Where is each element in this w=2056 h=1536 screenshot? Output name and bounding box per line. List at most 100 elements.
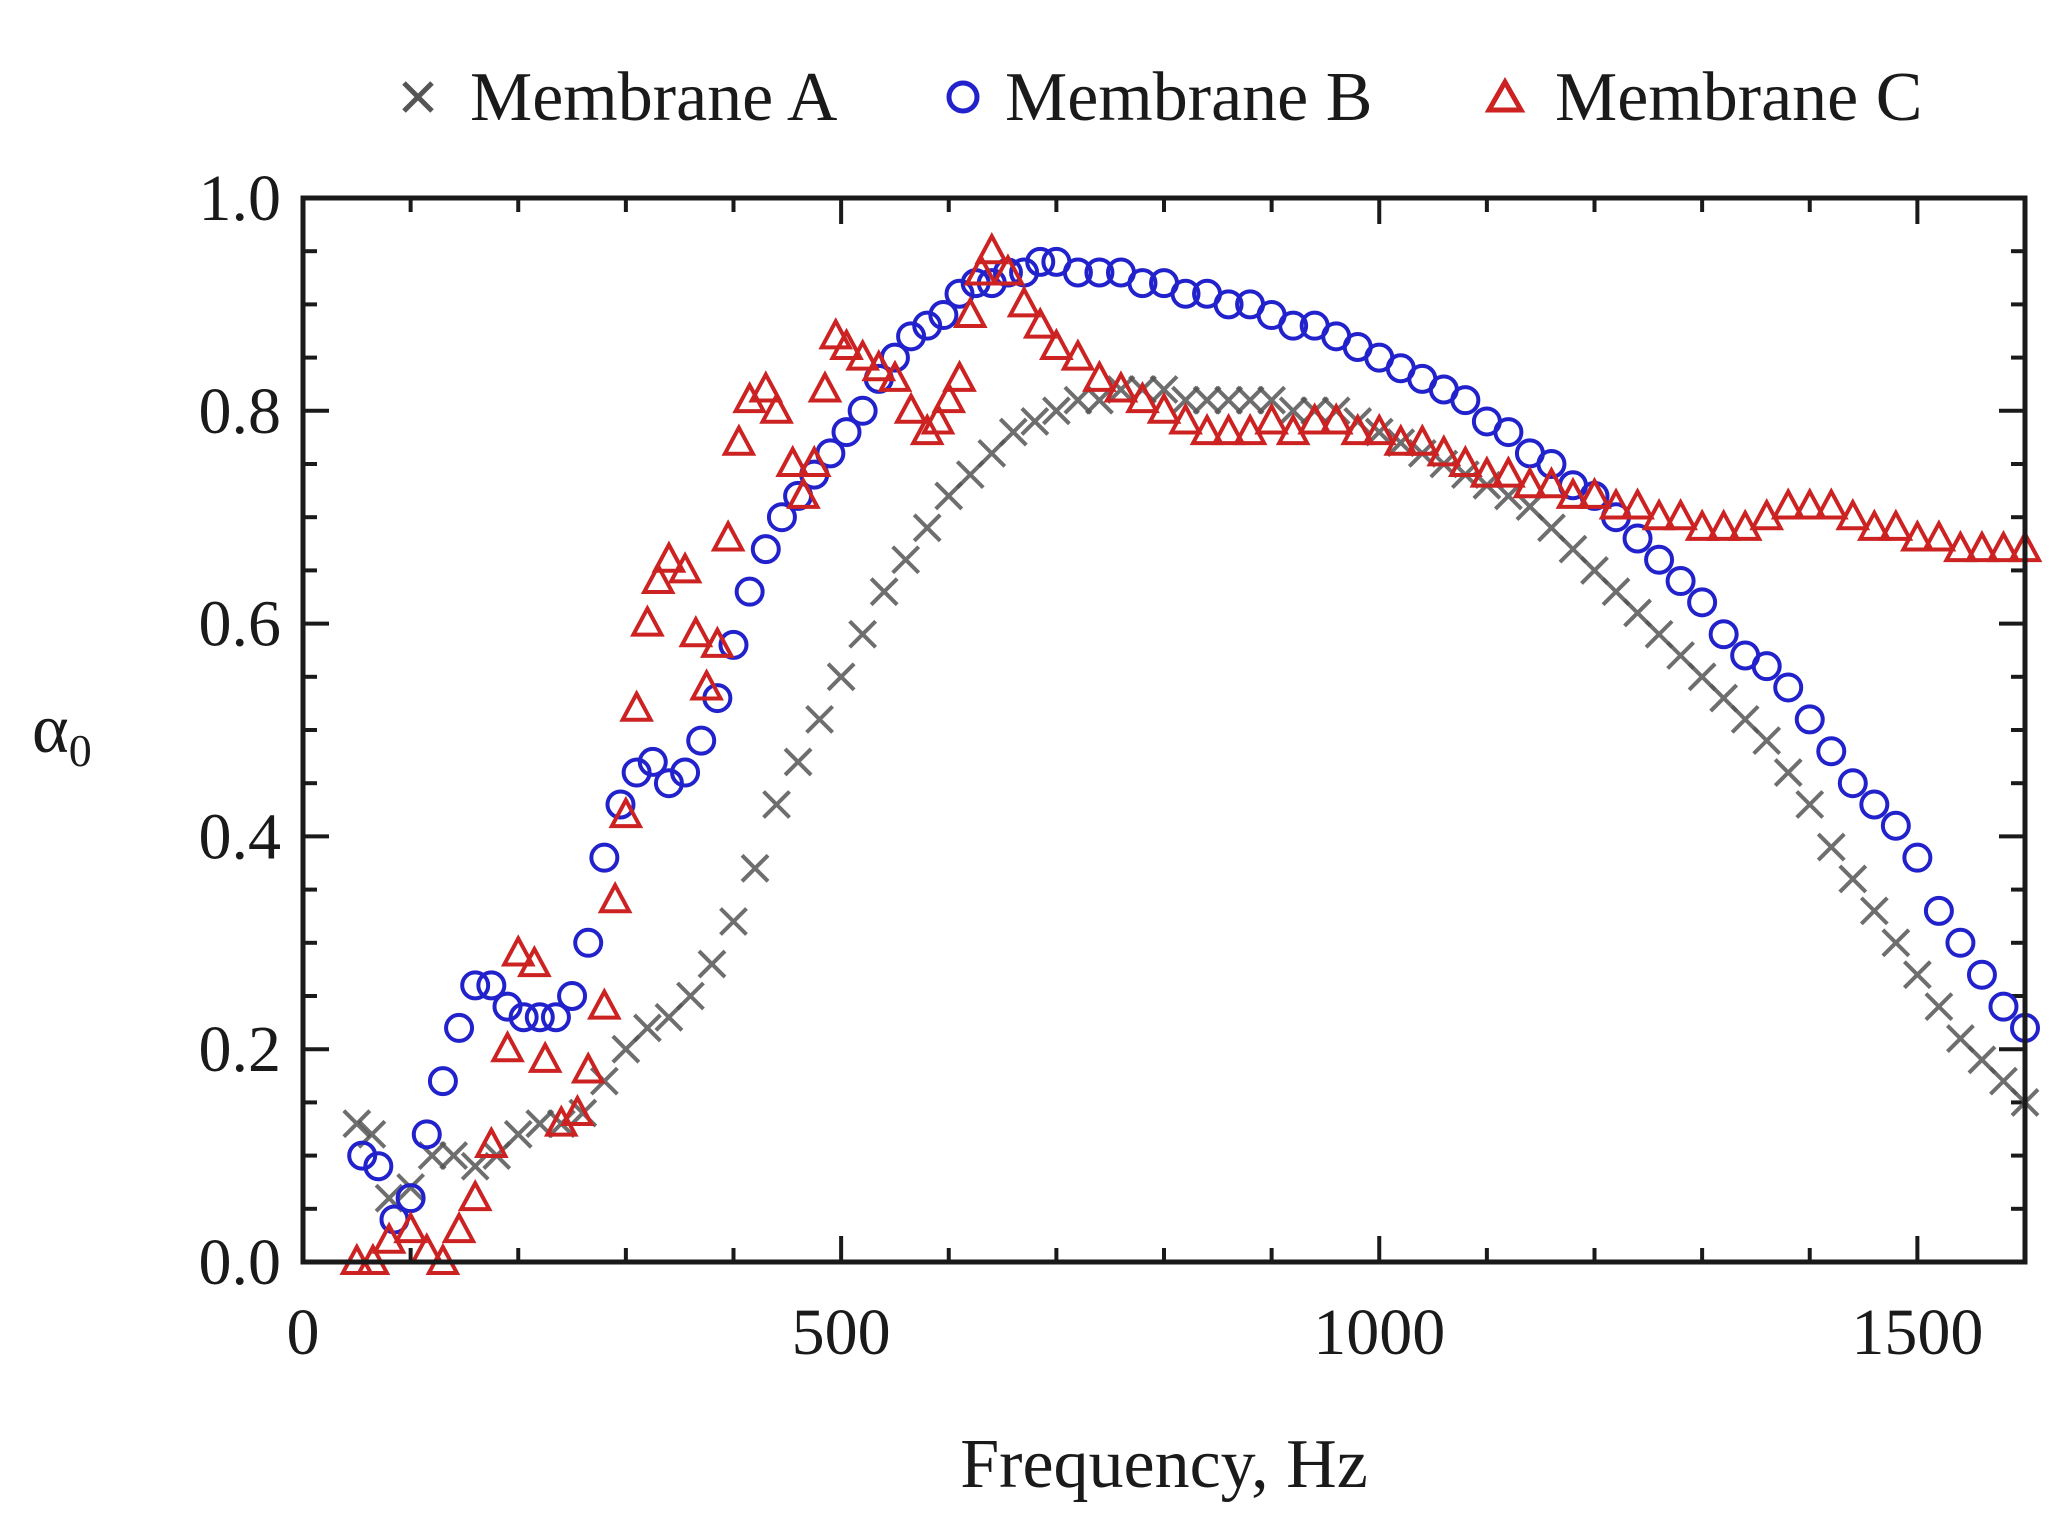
- data-point-b: [1923, 895, 1954, 926]
- data-point-c: [689, 668, 724, 701]
- data-point-a: [503, 1119, 533, 1149]
- y-axis-title-symbol: α: [32, 691, 69, 768]
- data-point-a: [1020, 407, 1050, 436]
- y-tick-label: 0.2: [199, 1013, 282, 1086]
- data-point-c: [640, 561, 676, 595]
- data-point-a: [848, 619, 878, 649]
- y-tick-label: 1.0: [199, 162, 282, 235]
- data-point-b: [1084, 257, 1115, 288]
- data-point-a: [912, 513, 942, 543]
- data-point-a: [783, 747, 813, 777]
- y-tick-label: 0.4: [199, 800, 282, 873]
- data-point-c: [1168, 402, 1203, 435]
- data-point-c: [829, 327, 864, 360]
- y-axis-title-subscript: 0: [69, 725, 92, 776]
- data-point-c: [1006, 285, 1042, 318]
- data-point-c: [1448, 444, 1483, 477]
- data-point-c: [721, 423, 757, 456]
- data-point-b: [1988, 991, 2019, 1022]
- data-point-b: [1902, 842, 1933, 873]
- data-point-c: [700, 625, 735, 658]
- data-point-a: [1773, 758, 1803, 787]
- data-point-b: [476, 970, 507, 1001]
- series-membrane-c: [339, 231, 2043, 1275]
- data-point-c: [861, 349, 897, 382]
- data-point-a: [805, 704, 835, 734]
- data-point-b: [1450, 385, 1481, 416]
- data-point-b: [1816, 736, 1847, 767]
- data-point-b: [1945, 927, 1976, 958]
- data-point-b: [750, 534, 781, 565]
- data-point-c: [1340, 412, 1376, 446]
- x-tick-label: 1500: [1851, 1296, 1983, 1369]
- y-axis-title: α0: [32, 691, 92, 776]
- data-point-c: [587, 987, 622, 1020]
- data-point-b: [1644, 544, 1675, 575]
- data-point-c: [667, 551, 703, 584]
- data-point-c: [1835, 497, 1871, 531]
- data-point-a: [1214, 385, 1243, 415]
- data-point-a: [697, 949, 727, 979]
- data-point-c: [1555, 476, 1591, 509]
- data-point-b: [1278, 310, 1309, 341]
- data-point-b: [1751, 651, 1782, 682]
- data-point-b: [928, 300, 959, 331]
- data-point-a: [1041, 396, 1071, 426]
- data-point-a: [1257, 385, 1287, 415]
- legend-marker-c: [1484, 76, 1526, 113]
- legend-label-b: Membrane B: [1005, 59, 1372, 136]
- data-point-c: [942, 359, 977, 392]
- legend-label-a: Membrane A: [470, 59, 838, 136]
- data-point-b: [1665, 566, 1696, 597]
- data-point-c: [1103, 370, 1139, 403]
- data-point-b: [589, 842, 620, 873]
- svg-text:α0: α0: [32, 691, 92, 776]
- data-point-c: [1211, 412, 1246, 446]
- x-tick-label: 500: [792, 1296, 891, 1369]
- data-point-c: [500, 934, 536, 967]
- data-point-a: [762, 790, 791, 819]
- data-point-c: [393, 1210, 428, 1244]
- data-point-c: [807, 370, 843, 403]
- data-point-c: [1039, 327, 1074, 360]
- data-point-c: [909, 412, 945, 446]
- data-point-c: [1964, 529, 2000, 563]
- data-point-c: [1404, 423, 1440, 456]
- data-point-c: [931, 380, 967, 414]
- data-point-c: [1986, 529, 2021, 563]
- data-point-c: [457, 1178, 493, 1212]
- data-point-a: [1278, 396, 1308, 426]
- data-point-b: [686, 725, 717, 756]
- data-point-a: [998, 417, 1028, 447]
- data-point-b: [1127, 268, 1158, 299]
- data-point-b: [637, 746, 668, 777]
- data-point-c: [543, 1104, 579, 1137]
- data-point-c: [1684, 508, 1720, 541]
- series-membrane-a: [342, 375, 2040, 1213]
- data-point-c: [1082, 359, 1117, 392]
- data-point-a: [1881, 928, 1911, 958]
- plot-frame: [300, 195, 2028, 1265]
- data-point-c: [1770, 487, 1806, 520]
- data-point-b: [1536, 449, 1567, 479]
- data-point-c: [441, 1210, 477, 1244]
- data-point-b: [1025, 246, 1056, 277]
- data-point-c: [1878, 508, 1914, 541]
- data-point-b: [1062, 257, 1093, 288]
- data-point-c: [619, 689, 654, 722]
- data-point-c: [732, 380, 767, 414]
- data-point-c: [597, 881, 633, 914]
- data-point-c: [990, 253, 1026, 286]
- data-point-c: [963, 253, 999, 286]
- data-point-b: [1837, 768, 1868, 799]
- data-point-b: [363, 1151, 394, 1182]
- data-point-a: [396, 1173, 426, 1202]
- data-point-a: [1902, 960, 1932, 990]
- data-point-c: [748, 370, 784, 403]
- data-point-c: [1943, 529, 1978, 563]
- data-point-b: [1170, 278, 1201, 309]
- data-point-c: [759, 391, 794, 424]
- data-point-c: [1189, 412, 1225, 446]
- data-point-a: [740, 853, 770, 883]
